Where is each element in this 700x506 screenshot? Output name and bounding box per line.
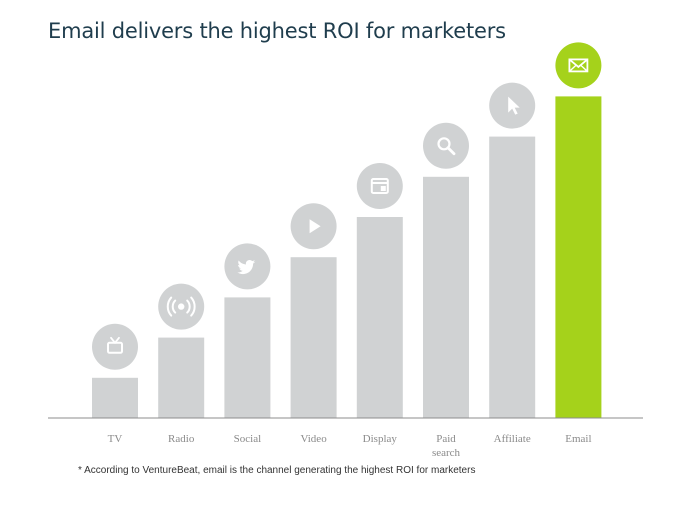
bar-email bbox=[555, 96, 602, 419]
cursor-icon bbox=[508, 96, 520, 115]
bar-display bbox=[356, 217, 403, 418]
bar-radio bbox=[158, 337, 205, 418]
play-icon bbox=[309, 219, 321, 234]
bar-paid-search bbox=[423, 176, 469, 418]
tick-label-radio: Radio bbox=[168, 433, 195, 445]
bar-video bbox=[290, 257, 337, 418]
footnote: * According to VentureBeat, email is the… bbox=[78, 465, 476, 476]
bar-affiliate bbox=[489, 136, 536, 418]
radio-icon bbox=[166, 296, 196, 317]
tv-icon bbox=[107, 336, 123, 354]
display-icon bbox=[370, 178, 389, 194]
bar-tv bbox=[92, 377, 138, 418]
tick-label-video: Video bbox=[300, 433, 327, 445]
icon-circle-display bbox=[356, 163, 403, 209]
chart-title: Email delivers the highest ROI for marke… bbox=[48, 19, 506, 43]
tick-label-tv: TV bbox=[108, 433, 123, 445]
tick-label-display: Display bbox=[363, 433, 398, 445]
icon-circle-email bbox=[555, 42, 602, 89]
icon-circle-tv bbox=[92, 323, 138, 370]
tick-label-social: Social bbox=[234, 433, 262, 445]
bar-social bbox=[224, 297, 271, 418]
icon-circle-paid-search bbox=[423, 122, 469, 169]
tick-label-email: Email bbox=[565, 433, 591, 445]
email-icon bbox=[568, 58, 589, 73]
tick-label-paid-search: Paid search bbox=[432, 433, 461, 459]
tick-label-affiliate: Affiliate bbox=[494, 433, 531, 445]
twitter-icon bbox=[237, 260, 256, 275]
search-icon bbox=[437, 137, 456, 156]
